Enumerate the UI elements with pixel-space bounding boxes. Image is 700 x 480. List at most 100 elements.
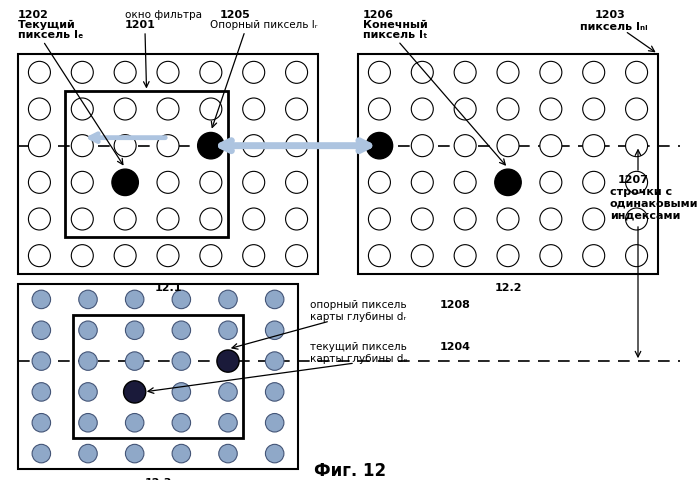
Bar — [74, 316, 243, 438]
Circle shape — [412, 135, 433, 157]
Circle shape — [114, 135, 136, 157]
Circle shape — [368, 172, 391, 194]
Circle shape — [125, 290, 144, 309]
Circle shape — [124, 381, 146, 403]
Circle shape — [32, 444, 50, 463]
Circle shape — [32, 414, 50, 432]
Text: 1201: 1201 — [125, 20, 156, 30]
Circle shape — [497, 172, 519, 194]
Text: 1202: 1202 — [18, 10, 49, 20]
Circle shape — [243, 245, 265, 267]
Circle shape — [71, 135, 93, 157]
Circle shape — [540, 172, 562, 194]
Circle shape — [197, 133, 224, 159]
Circle shape — [114, 62, 136, 84]
Bar — [358, 55, 658, 275]
Circle shape — [200, 99, 222, 121]
Circle shape — [200, 209, 222, 230]
Text: 12.3: 12.3 — [144, 477, 172, 480]
Circle shape — [626, 99, 648, 121]
Text: 1203: 1203 — [595, 10, 626, 20]
Circle shape — [412, 245, 433, 267]
Circle shape — [582, 245, 605, 267]
Circle shape — [582, 99, 605, 121]
Circle shape — [157, 245, 179, 267]
Circle shape — [32, 290, 50, 309]
Circle shape — [243, 172, 265, 194]
Text: 1208: 1208 — [440, 300, 471, 309]
Circle shape — [79, 383, 97, 401]
Circle shape — [29, 172, 50, 194]
Circle shape — [79, 352, 97, 371]
Circle shape — [29, 135, 50, 157]
Circle shape — [265, 414, 284, 432]
Text: Опорный пиксель Iᵣ: Опорный пиксель Iᵣ — [210, 20, 318, 30]
Circle shape — [114, 99, 136, 121]
Circle shape — [79, 290, 97, 309]
Circle shape — [368, 209, 391, 230]
Circle shape — [626, 209, 648, 230]
Circle shape — [454, 135, 476, 157]
Text: карты глубины dₑ: карты глубины dₑ — [310, 353, 408, 363]
Text: индексами: индексами — [610, 211, 680, 220]
Text: Текущий: Текущий — [18, 20, 76, 30]
Circle shape — [172, 321, 190, 340]
Circle shape — [454, 99, 476, 121]
Circle shape — [626, 135, 648, 157]
Circle shape — [495, 170, 522, 196]
Circle shape — [265, 444, 284, 463]
Circle shape — [582, 135, 605, 157]
Circle shape — [200, 172, 222, 194]
Text: карты глубины dᵣ: карты глубины dᵣ — [310, 312, 406, 321]
Circle shape — [243, 135, 265, 157]
Circle shape — [540, 135, 562, 157]
Circle shape — [286, 245, 307, 267]
Circle shape — [582, 209, 605, 230]
Circle shape — [265, 290, 284, 309]
Circle shape — [157, 209, 179, 230]
Circle shape — [626, 62, 648, 84]
Bar — [18, 285, 298, 469]
Circle shape — [286, 209, 307, 230]
Circle shape — [286, 62, 307, 84]
Circle shape — [243, 99, 265, 121]
Circle shape — [626, 245, 648, 267]
Bar — [64, 92, 228, 237]
Circle shape — [497, 209, 519, 230]
Text: пиксель Iₑ: пиксель Iₑ — [18, 30, 83, 40]
Circle shape — [157, 99, 179, 121]
Circle shape — [454, 62, 476, 84]
Text: окно фильтра: окно фильтра — [125, 10, 202, 20]
Circle shape — [172, 383, 190, 401]
Circle shape — [412, 172, 433, 194]
Circle shape — [125, 352, 144, 371]
Circle shape — [368, 245, 391, 267]
Circle shape — [540, 99, 562, 121]
Circle shape — [497, 99, 519, 121]
Circle shape — [125, 321, 144, 340]
Circle shape — [454, 172, 476, 194]
Circle shape — [29, 245, 50, 267]
Circle shape — [286, 172, 307, 194]
Text: пиксель Iₙₗ: пиксель Iₙₗ — [580, 22, 648, 32]
Circle shape — [79, 414, 97, 432]
Text: одинаковыми: одинаковыми — [610, 199, 699, 209]
Circle shape — [71, 99, 93, 121]
Circle shape — [157, 135, 179, 157]
Circle shape — [71, 209, 93, 230]
Circle shape — [200, 245, 222, 267]
Text: 12.2: 12.2 — [494, 282, 522, 292]
Circle shape — [218, 383, 237, 401]
Circle shape — [540, 62, 562, 84]
Circle shape — [79, 444, 97, 463]
Circle shape — [243, 209, 265, 230]
Circle shape — [454, 245, 476, 267]
Circle shape — [200, 135, 222, 157]
Text: Фиг. 12: Фиг. 12 — [314, 461, 386, 479]
Circle shape — [412, 62, 433, 84]
Text: 1205: 1205 — [220, 10, 251, 20]
Circle shape — [368, 62, 391, 84]
Text: 1204: 1204 — [440, 341, 471, 351]
Circle shape — [157, 172, 179, 194]
Text: Конечный: Конечный — [363, 20, 428, 30]
